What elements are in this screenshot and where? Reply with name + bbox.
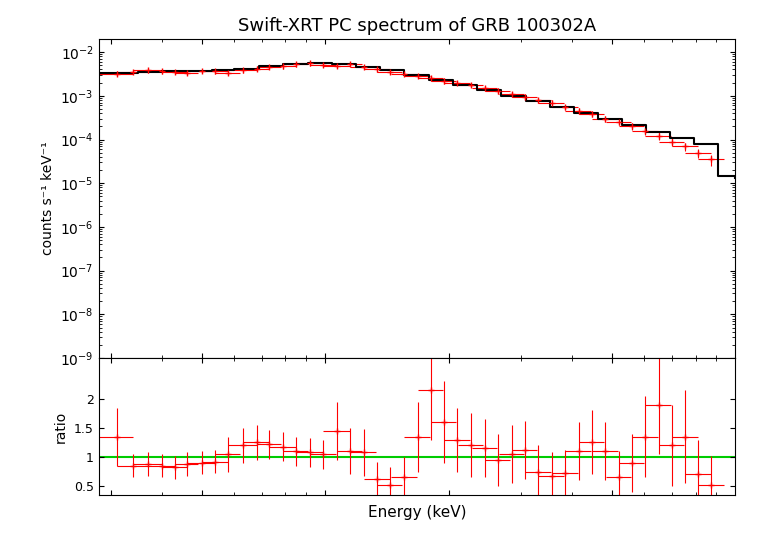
Text: Swift-XRT PC spectrum of GRB 100302A: Swift-XRT PC spectrum of GRB 100302A bbox=[238, 17, 596, 34]
Y-axis label: counts s⁻¹ keV⁻¹: counts s⁻¹ keV⁻¹ bbox=[41, 142, 55, 255]
Y-axis label: ratio: ratio bbox=[54, 410, 68, 443]
X-axis label: Energy (keV): Energy (keV) bbox=[368, 505, 466, 520]
